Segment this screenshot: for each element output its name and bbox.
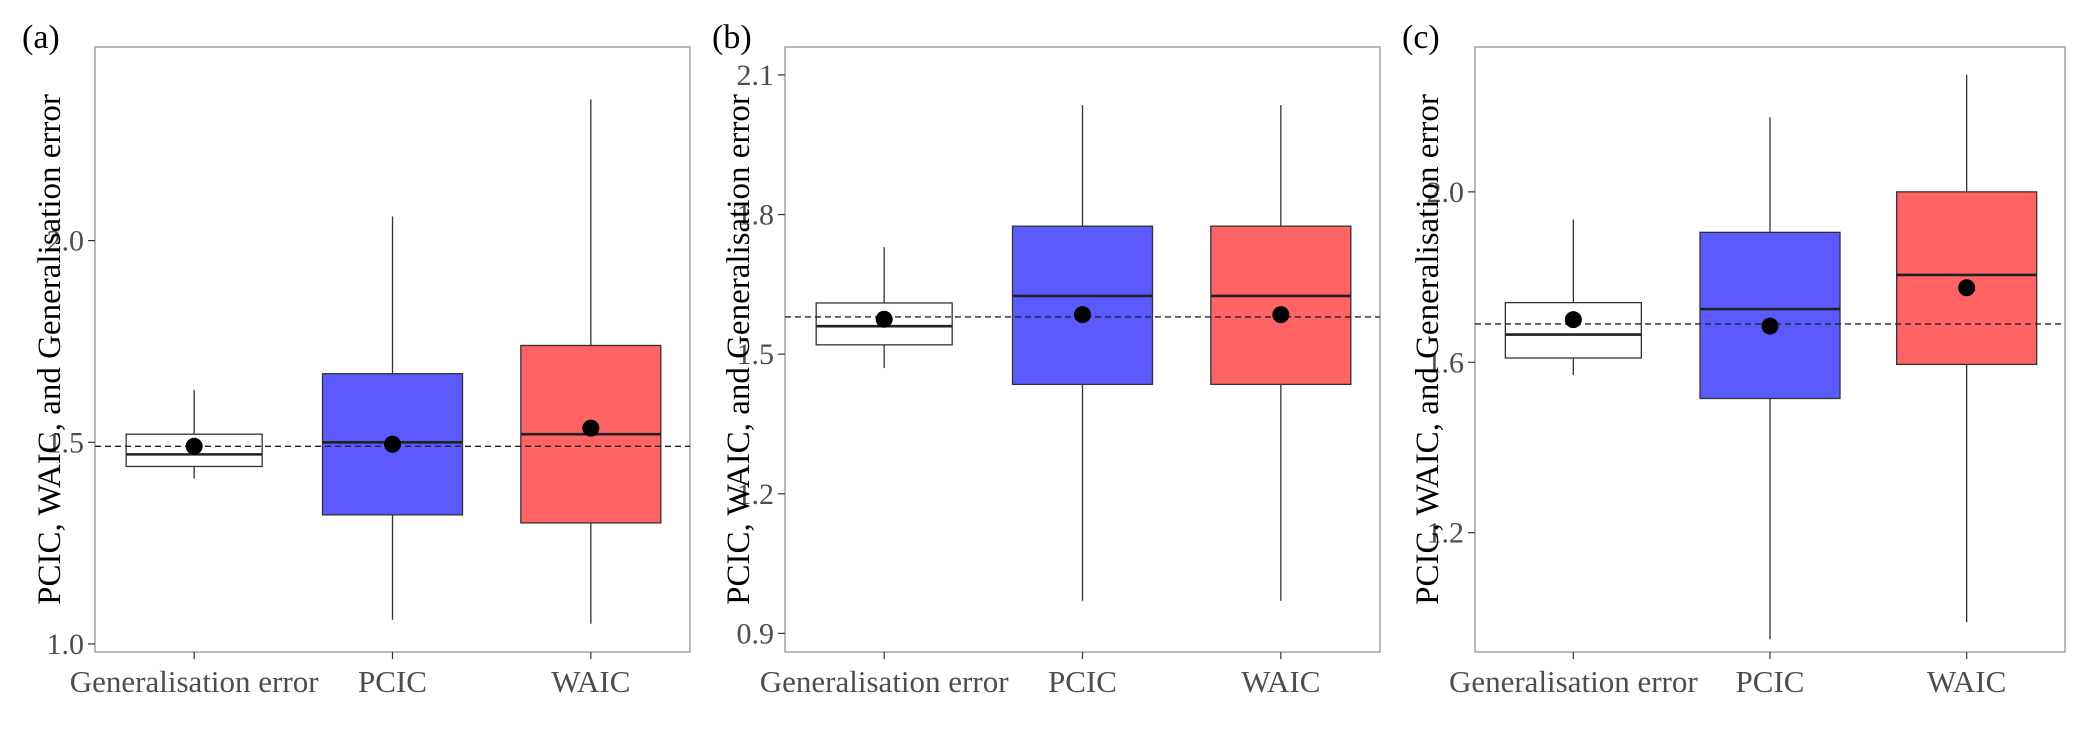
y-tick-label: 2.1	[737, 59, 775, 92]
y-tick-label: 0.9	[737, 617, 775, 650]
x-category-label: PCIC	[1736, 664, 1805, 699]
y-tick-label: 2.0	[47, 225, 85, 258]
y-tick-label: 1.2	[737, 478, 775, 511]
y-axis-label: PCIC, WAIC, and Generalisation error	[1410, 94, 1446, 605]
box	[1504, 301, 1642, 359]
box	[1011, 225, 1154, 386]
panel-label: (c)	[1402, 19, 1440, 56]
x-category-label: PCIC	[1048, 664, 1117, 699]
y-tick-label: 1.0	[47, 628, 85, 661]
x-category-label: Generalisation error	[760, 664, 1009, 699]
mean-point	[875, 310, 893, 328]
y-axis-label: PCIC, WAIC, and Generalisation error	[721, 94, 757, 605]
x-category-label: WAIC	[551, 664, 630, 699]
x-category-label: PCIC	[358, 664, 427, 699]
y-tick-label: 1.8	[737, 199, 775, 232]
x-category-label: WAIC	[1241, 664, 1320, 699]
x-category-label: Generalisation error	[70, 664, 319, 699]
y-tick-label: 1.2	[1427, 517, 1465, 550]
mean-point	[1761, 317, 1779, 335]
x-category-label: WAIC	[1927, 664, 2006, 699]
y-tick-label: 2.0	[1427, 176, 1465, 209]
mean-point	[582, 419, 600, 437]
box	[1210, 225, 1352, 386]
mean-point	[185, 437, 203, 455]
panel-label: (a)	[22, 19, 60, 56]
mean-point	[1074, 306, 1091, 324]
y-axis-label: PCIC, WAIC, and Generalisation error	[32, 94, 68, 605]
mean-point	[1564, 311, 1582, 329]
mean-point	[384, 435, 401, 453]
box	[1699, 231, 1841, 400]
box	[1896, 191, 2038, 366]
x-category-label: Generalisation error	[1449, 664, 1698, 699]
panel-label: (b)	[712, 19, 752, 56]
y-tick-label: 1.5	[47, 426, 85, 459]
mean-point	[1272, 306, 1290, 324]
mean-point	[1958, 279, 1976, 297]
y-tick-label: 1.5	[737, 338, 775, 371]
y-tick-label: 1.6	[1427, 346, 1465, 379]
